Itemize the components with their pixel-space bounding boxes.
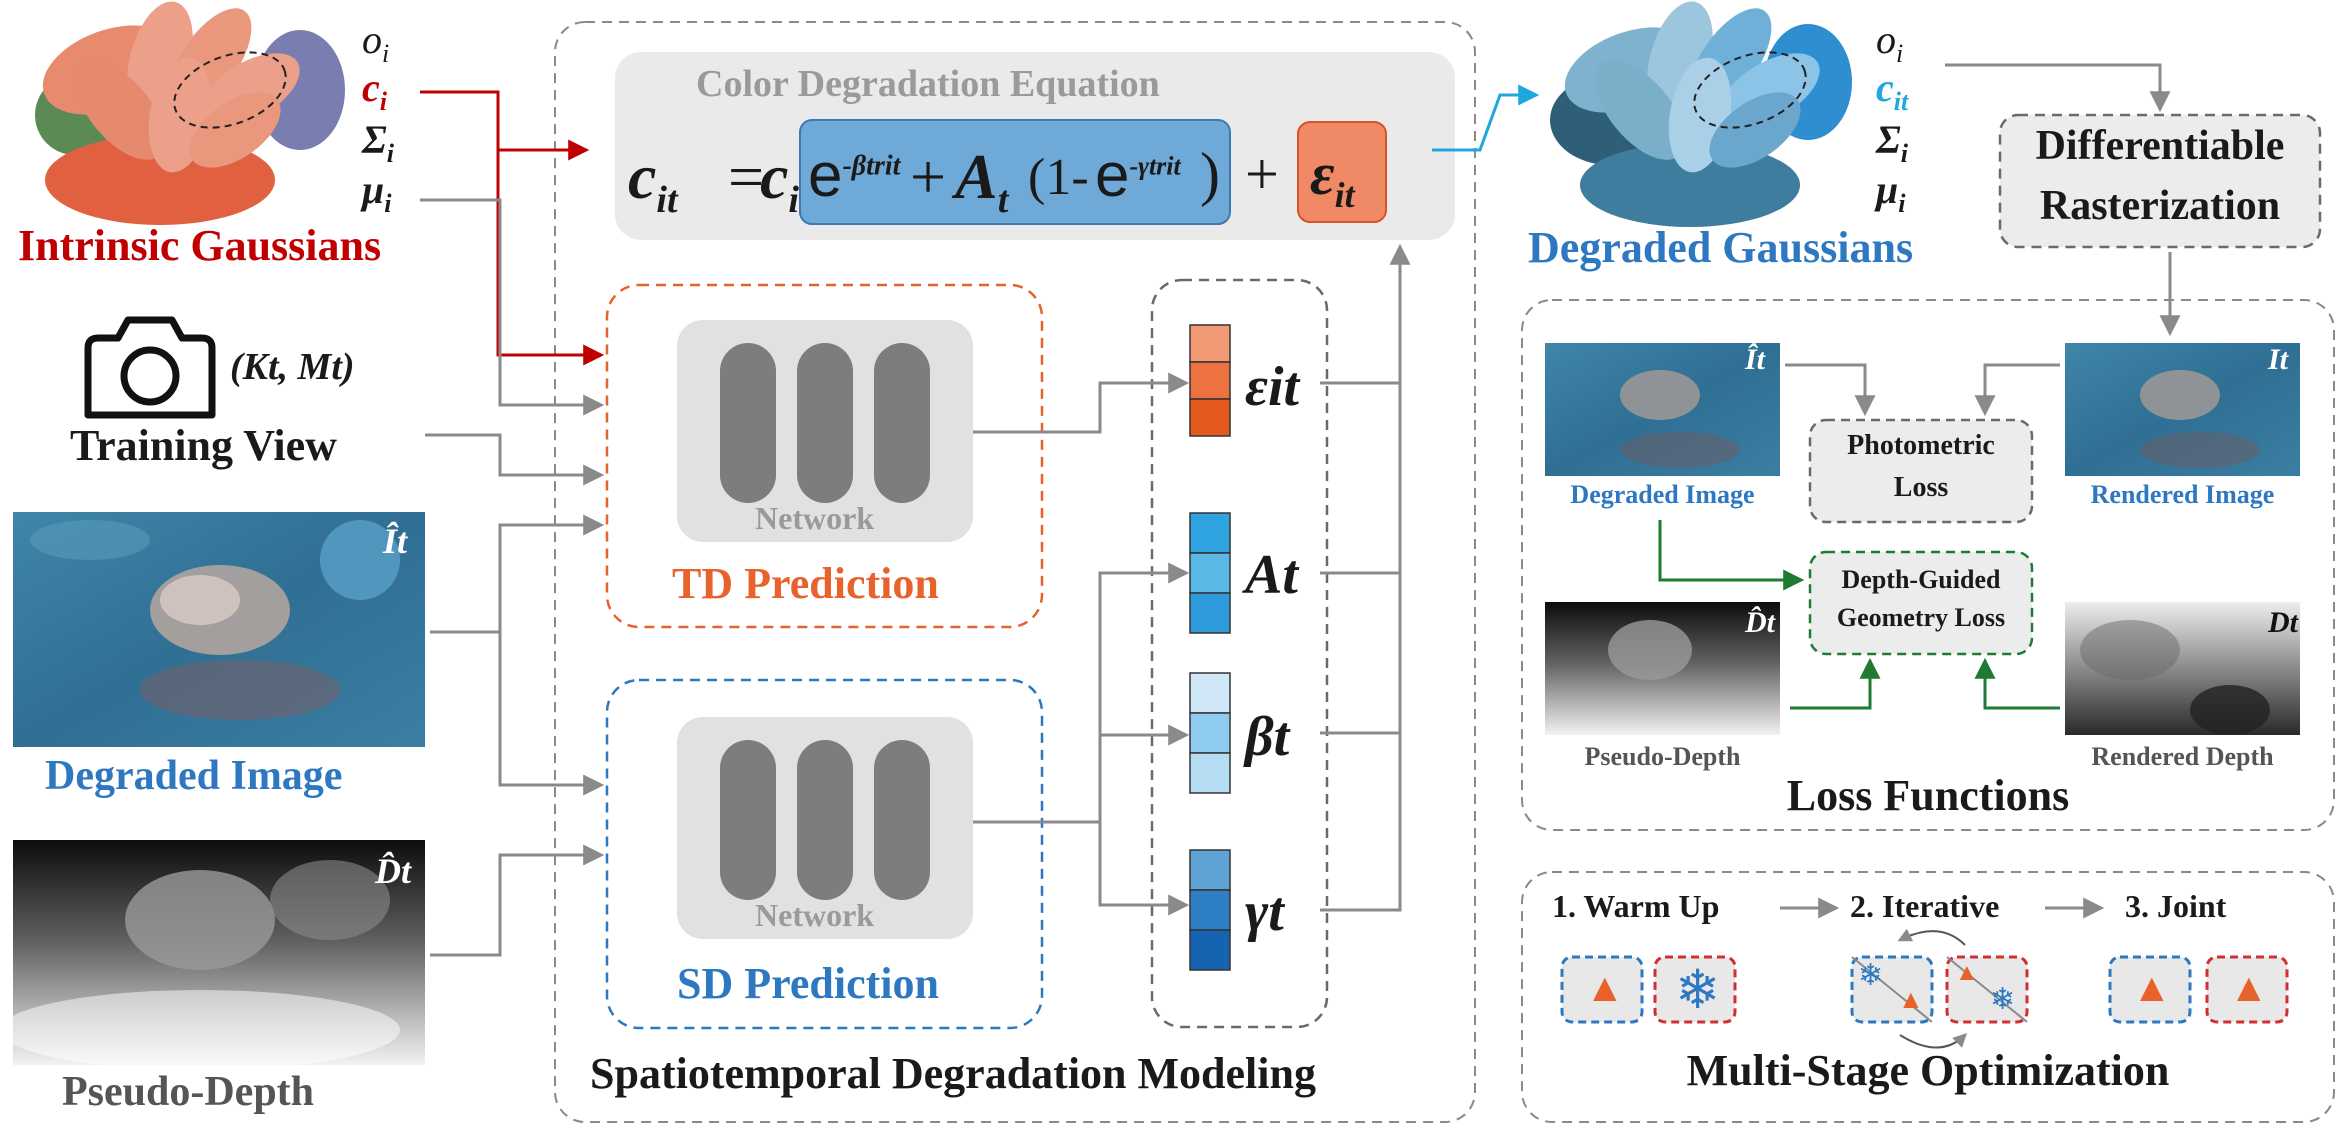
raster-line2: Rasterization [2039, 183, 2281, 229]
output-beta: βt [1245, 706, 1290, 768]
fire-icon: ▲ [1585, 965, 1625, 1010]
multistage-panel [1521, 871, 2335, 1123]
loss-rendered-label: Rendered Image [2090, 480, 2275, 509]
fire-icon: ▲ [1898, 985, 1924, 1014]
stage1-fire-box [1560, 955, 1644, 1024]
depth-loss-box [1808, 550, 2034, 656]
left-image-tag: Ît [383, 521, 408, 561]
td-label: TD Prediction [672, 559, 939, 608]
eq-paren-open: (1- [1028, 149, 1089, 206]
fire-icon: ▲ [2132, 965, 2172, 1010]
loss-rendered-depth-image [2065, 602, 2300, 735]
eq-exp1: e-βtrit [808, 141, 901, 210]
output-column [1150, 278, 1329, 1029]
eq-paren-close: ) [1200, 141, 1220, 207]
multistage-title: Multi-Stage Optimization [1686, 1046, 2170, 1095]
degraded-gaussians-label: Degraded Gaussians [1528, 223, 1914, 272]
stage1-label: 1. Warm Up [1552, 888, 1720, 924]
raster-line1: Differentiable [2035, 123, 2285, 169]
output-A: At [1245, 544, 1298, 606]
stage1-snow-box [1653, 955, 1737, 1024]
depth-loss-line1: Depth-Guided [1841, 565, 2001, 594]
photometric-line2: Loss [1893, 472, 1949, 503]
intrinsic-mu: μi [362, 167, 392, 218]
fire-icon: ▲ [2229, 965, 2269, 1010]
degraded-o: oi [1876, 17, 1904, 68]
eq-equals: = [728, 141, 765, 212]
photometric-line1: Photometric [1847, 430, 1995, 461]
eps-stack [1189, 324, 1231, 437]
loss-degraded-label: Degraded Image [1570, 480, 1755, 509]
eq-plus2: + [1245, 141, 1279, 207]
equation-eps-box [1297, 121, 1387, 223]
depth-loss-line2: Geometry Loss [1836, 603, 2006, 632]
gamma-stack [1189, 849, 1231, 971]
intrinsic-label: Intrinsic Gaussians [18, 221, 382, 270]
gray-arrows [420, 63, 2181, 957]
output-gamma: γt [1245, 881, 1284, 943]
photometric-box [1808, 418, 2034, 524]
intrinsic-o: oi [362, 17, 390, 68]
loss-title: Loss Functions [1786, 771, 2070, 820]
stage3-label: 3. Joint [2125, 888, 2227, 924]
snowflake-icon: ❄ [1990, 983, 2016, 1016]
loss-rendered-depth-label: Rendered Depth [2091, 742, 2274, 771]
eq-At: At [955, 141, 1009, 221]
degraded-sigma: Σi [1876, 117, 1908, 168]
equation-blue-box [799, 119, 1231, 225]
stage2-label: 2. Iterative [1850, 888, 2000, 924]
sd-box [605, 678, 1044, 1030]
td-network-label: Network [755, 500, 875, 536]
intrinsic-gaussians-shape [35, 1, 345, 225]
snowflake-icon: ❄ [1858, 959, 1884, 992]
fire-icon: ▲ [1955, 960, 1979, 986]
eq-ci: ci [760, 141, 799, 221]
left-depth-label: Pseudo-Depth [62, 1069, 315, 1115]
intrinsic-sigma: Σi [362, 117, 394, 168]
stage3-fire-box-a [2108, 955, 2192, 1024]
sd-label: SD Prediction [677, 959, 939, 1008]
st-label: Spatiotemporal Degradation Modeling [590, 1049, 1316, 1098]
loss-tag-Ihat: Ît [1745, 343, 1766, 376]
loss-tag-I: It [2268, 343, 2289, 376]
cyan-arrow [1432, 84, 1540, 152]
red-arrows [420, 90, 605, 366]
left-degraded-image [13, 512, 425, 747]
stage3-fire-box-b [2205, 955, 2289, 1024]
camera-icon [84, 316, 216, 419]
loss-rendered-image [2065, 343, 2300, 476]
st-panel [554, 21, 1476, 1123]
training-view-label: Training View [70, 421, 337, 470]
eq-eps: εit [1310, 141, 1355, 215]
left-degraded-label: Degraded Image [45, 753, 343, 799]
left-pseudo-depth-image [0, 840, 425, 1070]
loss-tag-Dhat: D̂t [1745, 606, 1775, 639]
loss-pseudo-depth-image [1545, 602, 1780, 735]
degraded-gaussians-shape [1550, 1, 1852, 227]
photometric-arrows [1785, 363, 2060, 417]
camera-params: (Kt, Mt) [230, 346, 355, 388]
degraded-mu: μi [1876, 167, 1906, 218]
equation-title: Color Degradation Equation [696, 63, 1160, 105]
eq-plus1: + [910, 141, 947, 212]
depth-arrows [1658, 520, 2060, 710]
td-box [605, 283, 1044, 629]
eq-exp2: e-γtrit [1095, 141, 1181, 210]
snowflake-icon: ❄ [1675, 960, 1721, 1020]
loss-panel [1521, 299, 2335, 831]
intrinsic-c: ci [362, 65, 387, 116]
raster-box [1998, 113, 2322, 249]
degraded-c: cit [1876, 65, 1909, 116]
loss-degraded-image [1545, 343, 1780, 476]
beta-stack [1189, 672, 1231, 794]
eq-lhs: cit [628, 141, 678, 221]
output-eps: εit [1245, 356, 1300, 418]
loss-tag-D: Dt [2268, 606, 2298, 639]
left-depth-tag: D̂t [375, 851, 411, 891]
sd-network-label: Network [755, 897, 875, 933]
A-stack [1189, 512, 1231, 634]
loss-pseudo-depth-label: Pseudo-Depth [1584, 742, 1741, 771]
